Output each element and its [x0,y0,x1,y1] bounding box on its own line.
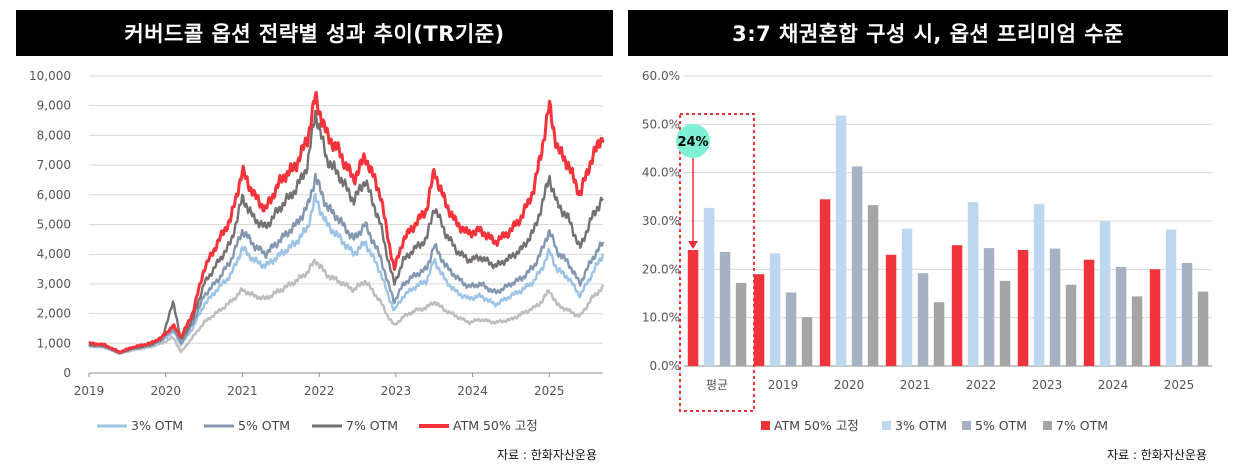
left-x-tick-label: 2020 [150,384,181,398]
right-chart-title: 3:7 채권혼합 구성 시, 옵션 프리미엄 수준 [628,10,1228,56]
right-x-tick-label: 2021 [900,378,931,392]
left-x-tick-label: 2024 [457,384,488,398]
bar-1-6 [1099,221,1111,366]
right-legend-label: ATM 50% 고정 [774,418,859,433]
bar-0-2 [819,199,831,367]
right-x-tick-label: 2020 [834,378,865,392]
bar-3-4 [999,280,1011,366]
left-source-note: 자료 : 한화자산운용 [497,448,597,462]
right-legend-label: 5% OTM [975,418,1027,433]
bar-3-5 [1065,284,1077,366]
bar-1-4 [967,202,979,366]
annotation-label: 24% [677,135,708,150]
right-y-tick-label: 20.0% [642,262,680,276]
right-legend-swatch [962,421,971,430]
left-y-tick-label: 0 [63,366,71,380]
annotation-arrow-head [688,241,698,249]
right-y-tick-label: 50.0% [642,117,680,131]
right-y-tick-label: 10.0% [642,311,680,325]
left-x-tick-label: 2025 [534,384,565,398]
left-series-line-3 [88,109,604,355]
left-y-tick-label: 4,000 [37,247,71,261]
right-source-note: 자료 : 한화자산운용 [1107,448,1207,462]
left-series-line-2 [88,172,605,355]
right-y-tick-label: 60.0% [642,69,680,83]
right-x-tick-label: 2022 [966,378,997,392]
right-x-tick-label: 2019 [768,378,799,392]
bar-3-2 [867,205,879,366]
left-series-line-0 [88,258,605,356]
bar-0-6 [1083,259,1095,366]
bar-2-5 [1049,248,1061,366]
left-x-tick-label: 2023 [381,384,412,398]
left-x-tick-label: 2019 [74,384,105,398]
bar-0-0 [687,250,699,366]
left-legend-label: 7% OTM [346,418,398,433]
left-y-tick-label: 6,000 [37,188,71,202]
left-chart-title: 커버드콜 옵션 전략별 성과 추이(TR기준) [16,10,613,56]
left-series-line-4 [88,90,605,354]
bar-0-3 [885,254,897,366]
right-legend-swatch [882,421,891,430]
bar-3-1 [801,317,813,366]
left-y-tick-label: 3,000 [37,277,71,291]
bar-1-5 [1033,204,1045,366]
right-y-tick-label: 0.0% [650,359,681,373]
bar-3-6 [1131,296,1143,366]
right-legend-label: 3% OTM [895,418,947,433]
left-y-tick-label: 7,000 [37,158,71,172]
right-x-tick-label: 2025 [1164,378,1195,392]
right-x-tick-label: 2024 [1098,378,1129,392]
bar-2-3 [917,273,929,366]
right-x-tick-label: 2023 [1032,378,1063,392]
bar-3-7 [1197,291,1209,366]
right-y-tick-label: 30.0% [642,214,680,228]
bar-0-4 [951,245,963,366]
average-highlight-box [679,113,755,412]
left-y-tick-label: 8,000 [37,128,71,142]
bar-1-3 [901,228,913,366]
bar-1-0 [703,207,715,366]
bar-1-2 [835,115,847,366]
right-legend-swatch [1043,421,1052,430]
bar-0-1 [753,274,765,366]
bar-2-1 [785,292,797,366]
left-y-tick-label: 9,000 [37,99,71,113]
bar-1-7 [1165,229,1177,366]
bar-1-1 [769,253,781,366]
left-y-tick-label: 5,000 [37,218,71,232]
bar-2-4 [983,248,995,366]
left-legend-label: ATM 50% 고정 [453,418,538,433]
left-y-tick-label: 10,000 [29,69,71,83]
right-y-tick-label: 40.0% [642,166,680,180]
right-legend-swatch [761,421,770,430]
left-legend-label: 5% OTM [238,418,290,433]
right-x-tick-label: 평균 [706,378,728,392]
left-y-tick-label: 1,000 [37,336,71,350]
left-x-tick-label: 2021 [227,384,258,398]
bar-2-0 [719,251,731,366]
bar-2-6 [1115,266,1127,366]
left-legend-label: 3% OTM [131,418,183,433]
bar-0-7 [1149,269,1161,366]
right-legend-label: 7% OTM [1056,418,1108,433]
left-y-tick-label: 2,000 [37,307,71,321]
bar-2-2 [851,166,863,366]
bar-3-0 [735,282,747,366]
bar-3-3 [933,302,945,366]
bar-0-5 [1017,250,1029,366]
annotation-bubble [676,124,710,158]
bar-2-7 [1181,263,1193,366]
left-x-tick-label: 2022 [304,384,335,398]
